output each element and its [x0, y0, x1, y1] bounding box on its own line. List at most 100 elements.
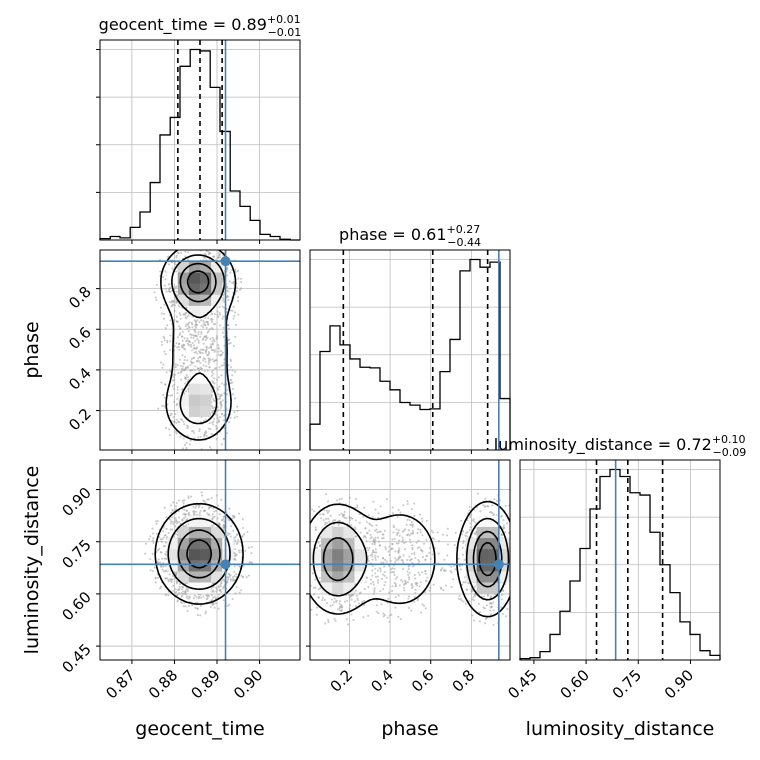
scatter-point	[397, 557, 400, 560]
scatter-point	[388, 545, 391, 548]
scatter-point	[190, 345, 193, 348]
scatter-point	[211, 421, 214, 424]
scatter-point	[395, 559, 398, 562]
scatter-point	[402, 586, 406, 589]
scatter-point	[411, 525, 414, 528]
scatter-point	[231, 374, 234, 377]
scatter-point	[211, 380, 214, 383]
scatter-point	[417, 528, 420, 531]
scatter-point	[318, 576, 321, 579]
density-cell	[465, 548, 477, 561]
scatter-point	[492, 623, 495, 627]
scatter-point	[396, 533, 399, 536]
scatter-point	[176, 397, 179, 401]
scatter-point	[369, 537, 372, 540]
density-cell	[188, 272, 201, 284]
scatter-point	[193, 319, 196, 322]
scatter-point	[462, 539, 465, 542]
scatter-point	[379, 590, 382, 593]
panel-frame	[99, 249, 301, 451]
scatter-point	[234, 335, 237, 338]
density-cell	[332, 548, 344, 561]
scatter-point	[218, 395, 221, 398]
density-cell	[498, 537, 510, 550]
scatter-point	[436, 531, 439, 534]
scatter-point	[213, 406, 216, 409]
scatter-point	[239, 288, 242, 291]
scatter-point	[250, 546, 253, 549]
y-tick-label: 0.45	[58, 640, 94, 676]
scatter-point	[201, 359, 204, 362]
scatter-point	[221, 317, 224, 320]
scatter-point	[165, 516, 168, 519]
scatter-point	[169, 504, 173, 507]
scatter-point	[178, 312, 181, 315]
scatter-point	[174, 301, 177, 304]
scatter-point	[179, 314, 182, 317]
scatter-point	[230, 579, 233, 582]
scatter-point	[459, 597, 462, 600]
scatter-point	[207, 351, 210, 354]
scatter-point	[408, 595, 411, 598]
scatter-point	[347, 593, 350, 596]
scatter-point	[393, 567, 396, 570]
scatter-point	[226, 580, 229, 583]
scatter-point	[163, 404, 166, 408]
scatter-point	[182, 344, 185, 347]
scatter-point	[192, 336, 195, 339]
scatter-point	[489, 613, 493, 616]
density-cell	[343, 582, 355, 594]
scatter-point	[470, 519, 473, 522]
scatter-point	[375, 524, 378, 527]
scatter-point	[474, 521, 477, 524]
scatter-point	[398, 547, 401, 550]
scatter-point	[352, 593, 355, 596]
scatter-point	[227, 290, 230, 293]
scatter-point	[185, 447, 188, 450]
panel-phase_vs_geocent_time	[96, 249, 301, 454]
scatter-point	[406, 558, 409, 561]
scatter-point	[237, 549, 241, 552]
scatter-point	[397, 542, 400, 545]
scatter-point	[474, 594, 477, 597]
scatter-point	[414, 591, 417, 595]
density-cell	[200, 515, 212, 527]
scatter-point	[315, 613, 318, 616]
scatter-point	[163, 350, 166, 353]
scatter-point	[376, 531, 379, 534]
scatter-point	[500, 515, 503, 518]
scatter-point	[237, 296, 240, 299]
scatter-point	[395, 528, 398, 531]
scatter-point	[329, 604, 332, 607]
scatter-point	[234, 270, 237, 274]
scatter-point	[312, 510, 316, 513]
scatter-point	[204, 350, 208, 353]
scatter-point	[155, 520, 158, 523]
scatter-point	[218, 311, 221, 314]
scatter-point	[415, 581, 418, 584]
scatter-point	[193, 356, 196, 359]
scatter-point	[408, 606, 411, 609]
scatter-point	[179, 327, 182, 330]
scatter-point	[174, 363, 177, 366]
scatter-point	[178, 585, 181, 588]
scatter-point	[206, 498, 209, 501]
scatter-point	[211, 327, 214, 331]
density-cell	[188, 394, 201, 406]
scatter-point	[198, 511, 201, 515]
scatter-point	[234, 539, 237, 542]
scatter-point	[389, 559, 392, 562]
scatter-point	[182, 362, 185, 365]
scatter-point	[315, 528, 318, 531]
scatter-point	[376, 579, 380, 582]
scatter-point	[151, 570, 154, 573]
scatter-point	[238, 551, 241, 554]
scatter-point	[315, 606, 319, 609]
scatter-point	[404, 541, 407, 544]
scatter-point	[164, 426, 167, 429]
scatter-point	[410, 532, 413, 535]
scatter-point	[163, 337, 166, 340]
scatter-point	[400, 578, 403, 582]
scatter-point	[192, 513, 195, 516]
scatter-point	[144, 542, 148, 545]
